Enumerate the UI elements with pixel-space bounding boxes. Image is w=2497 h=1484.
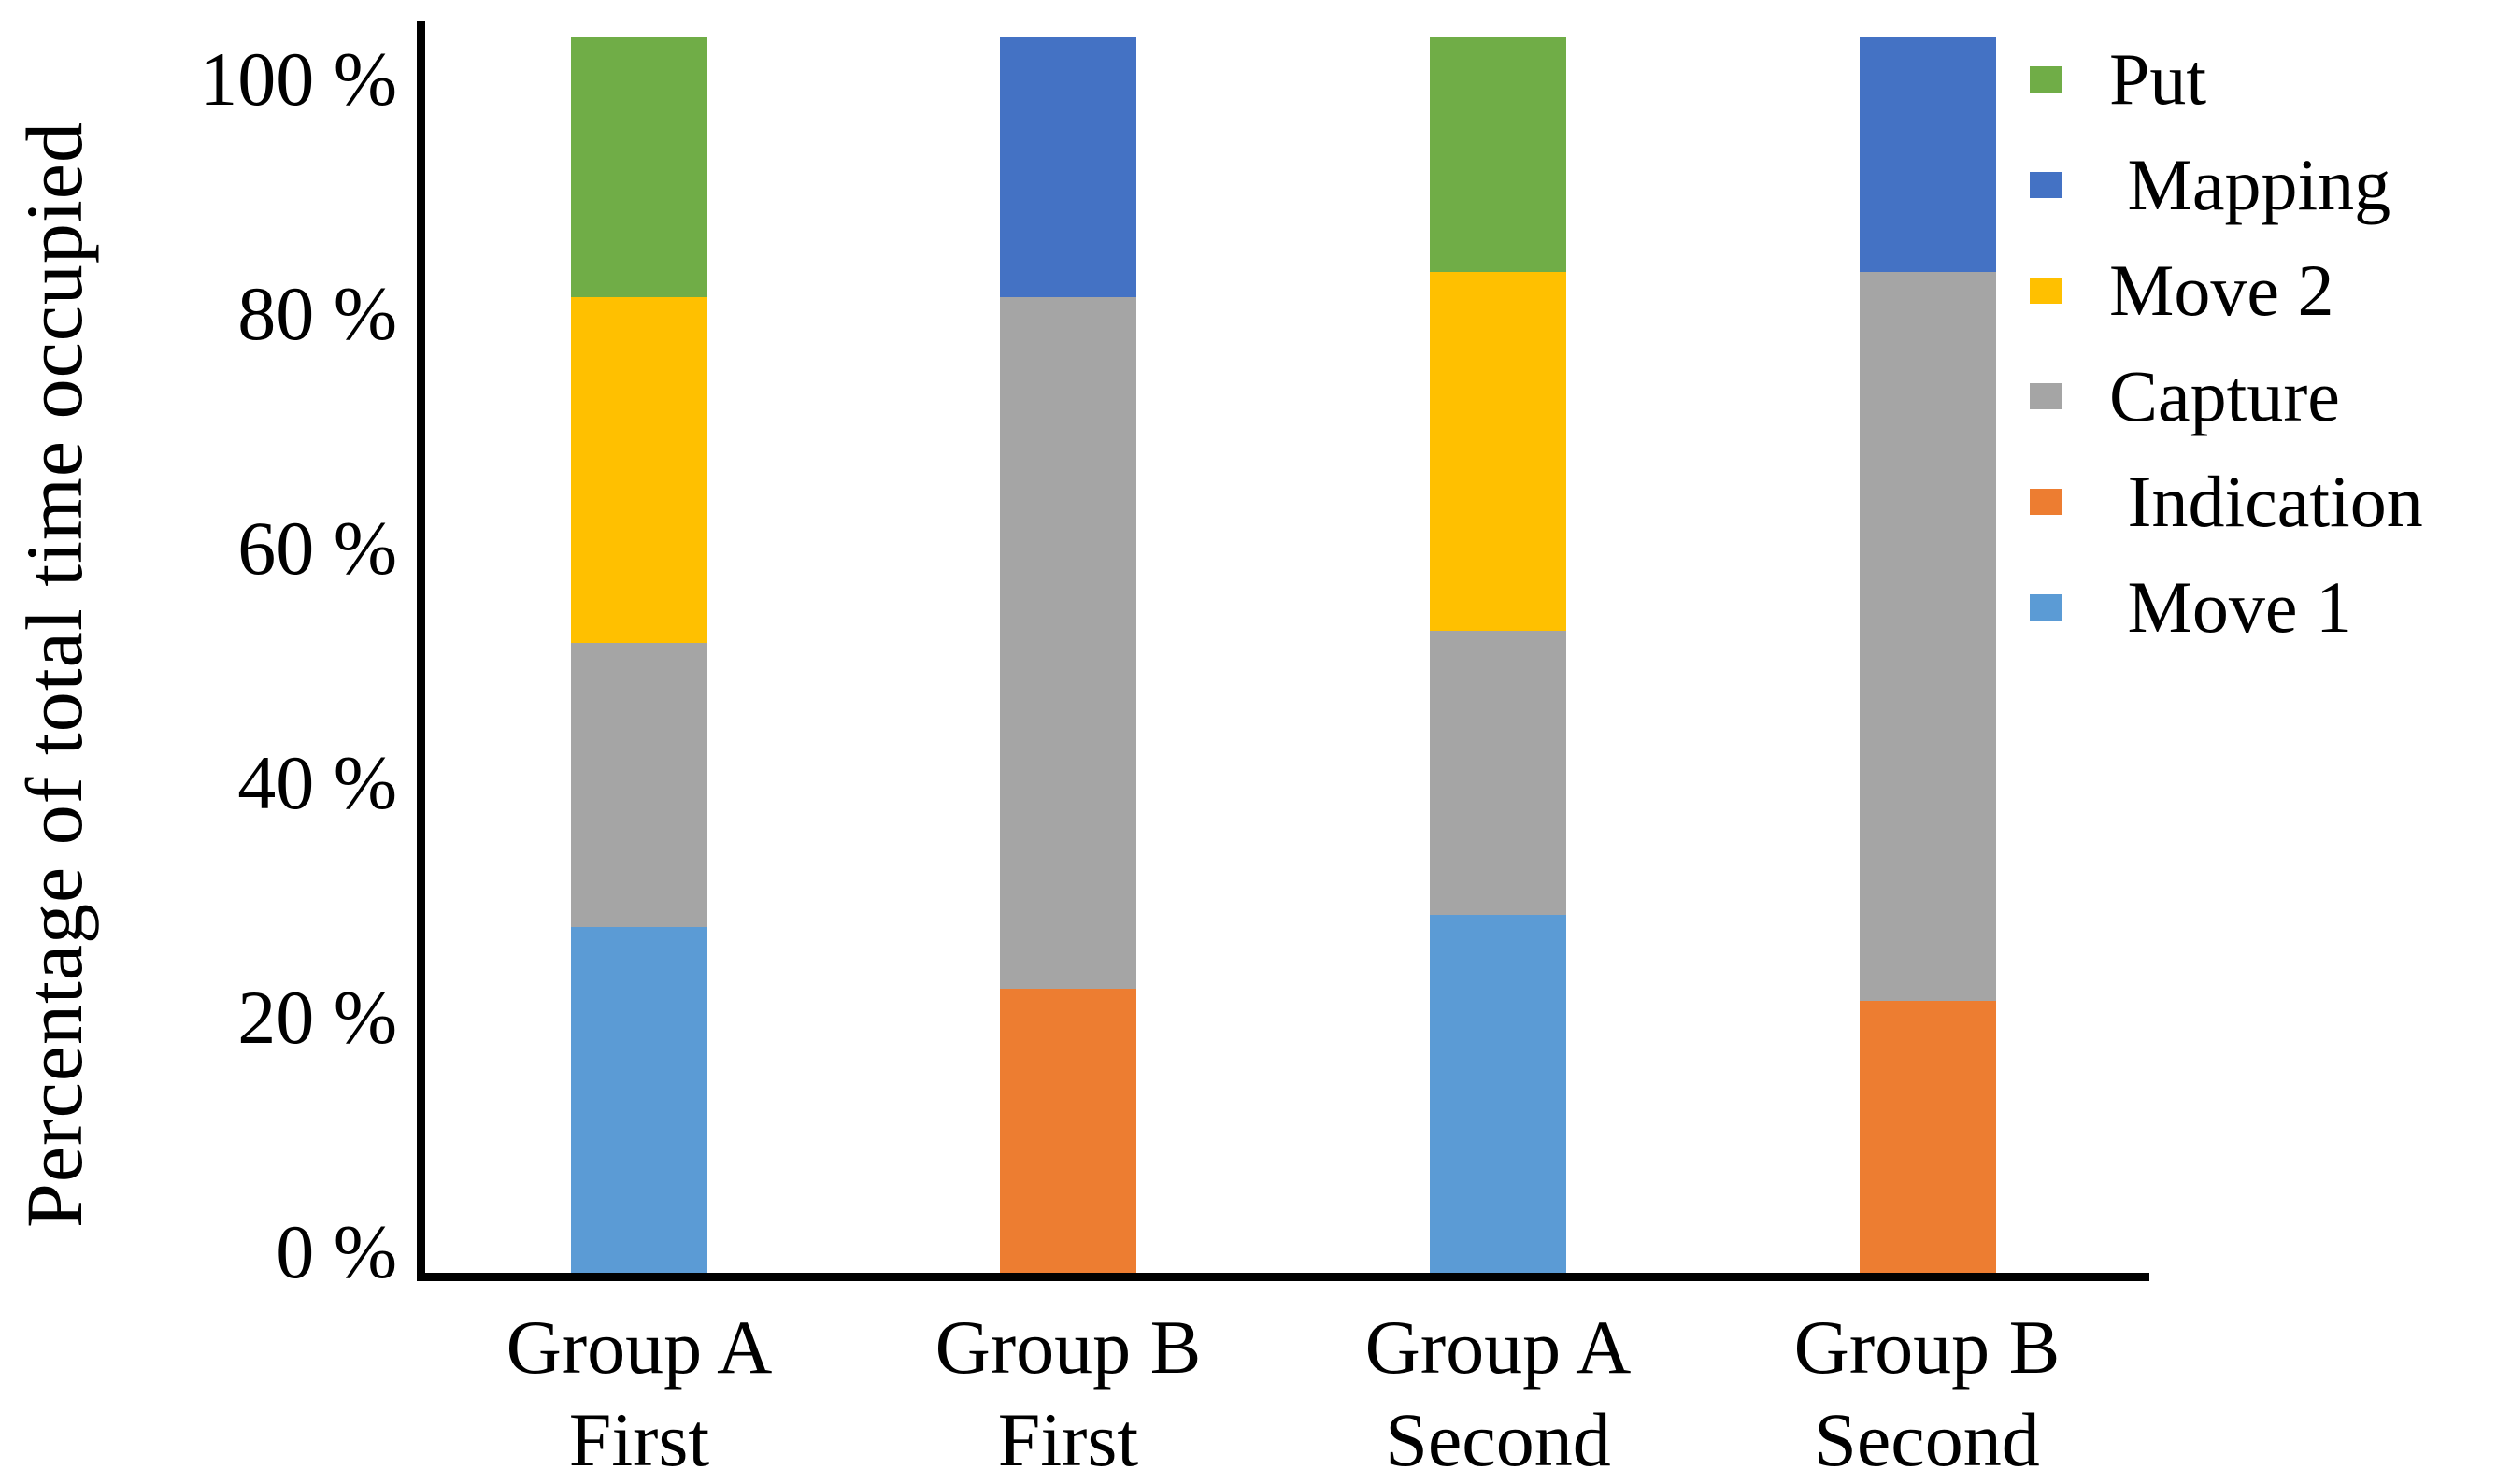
legend-label-indication: Indication [2109,461,2423,542]
bar-segment-move-1-group-a-second [1430,914,1566,1273]
bar-segment-move-1-group-a-first [571,926,707,1273]
legend-item-mapping: Mapping [2030,133,2390,237]
legend-swatch-move-1 [2030,594,2062,621]
legend-swatch-capture [2030,383,2062,409]
y-tick-label-0: 0 % [276,1209,397,1294]
legend-item-move-1: Move 1 [2030,555,2352,660]
bar-segment-put-group-a-second [1430,37,1566,273]
y-tick-label-80: 80 % [237,271,397,356]
y-tick-label-100: 100 % [199,36,397,121]
category-label-line1: Group B [935,1305,1202,1390]
legend-item-move-2: Move 2 [2030,238,2333,343]
category-label-line1: Group A [1364,1305,1632,1390]
legend-swatch-indication [2030,489,2062,515]
x-axis-line [417,1273,2149,1281]
bar-group-b-second [1860,37,1996,1273]
legend-swatch-put [2030,66,2062,93]
legend-label-capture: Capture [2109,355,2340,436]
category-label-group-b-first: Group B First [853,1301,1283,1484]
legend-label-put: Put [2109,38,2207,120]
bar-group-a-second [1430,37,1566,1273]
y-axis-line [417,21,425,1281]
bar-segment-mapping-group-b-second [1860,37,1996,273]
bar-segment-capture-group-a-second [1430,630,1566,915]
bar-group-b-first [1000,37,1136,1273]
legend-item-capture: Capture [2030,344,2340,449]
category-label-group-a-second: Group A Second [1283,1301,1713,1484]
bar-segment-move-2-group-a-second [1430,272,1566,631]
legend-item-indication: Indication [2030,449,2423,554]
bar-segment-indication-group-b-second [1860,1001,1996,1273]
bar-group-a-first [571,37,707,1273]
category-label-line1: Group B [1793,1305,2061,1390]
y-tick-label-60: 60 % [237,506,397,591]
legend-swatch-move-2 [2030,278,2062,304]
legend-label-move-2: Move 2 [2109,250,2334,331]
category-label-group-b-second: Group B Second [1712,1301,2142,1484]
bar-segment-capture-group-b-first [1000,296,1136,989]
category-label-line2: Second [1814,1397,2040,1482]
category-label-line2: First [997,1397,1139,1482]
legend-label-move-1: Move 1 [2109,566,2352,648]
legend-item-put: Put [2030,27,2206,132]
bar-segment-move-2-group-a-first [571,296,707,643]
legend-swatch-mapping [2030,172,2062,198]
bar-segment-capture-group-b-second [1860,272,1996,1002]
category-label-line1: Group A [506,1305,773,1390]
category-label-line2: Second [1385,1397,1611,1482]
category-label-group-a-first: Group A First [424,1301,854,1484]
bar-segment-indication-group-b-first [1000,988,1136,1273]
legend-label-mapping: Mapping [2109,144,2391,225]
y-tick-label-40: 40 % [237,740,397,825]
y-tick-label-20: 20 % [237,975,397,1060]
category-label-line2: First [568,1397,710,1482]
bar-segment-put-group-a-first [571,37,707,297]
bar-segment-capture-group-a-first [571,642,707,927]
bar-segment-mapping-group-b-first [1000,37,1136,297]
